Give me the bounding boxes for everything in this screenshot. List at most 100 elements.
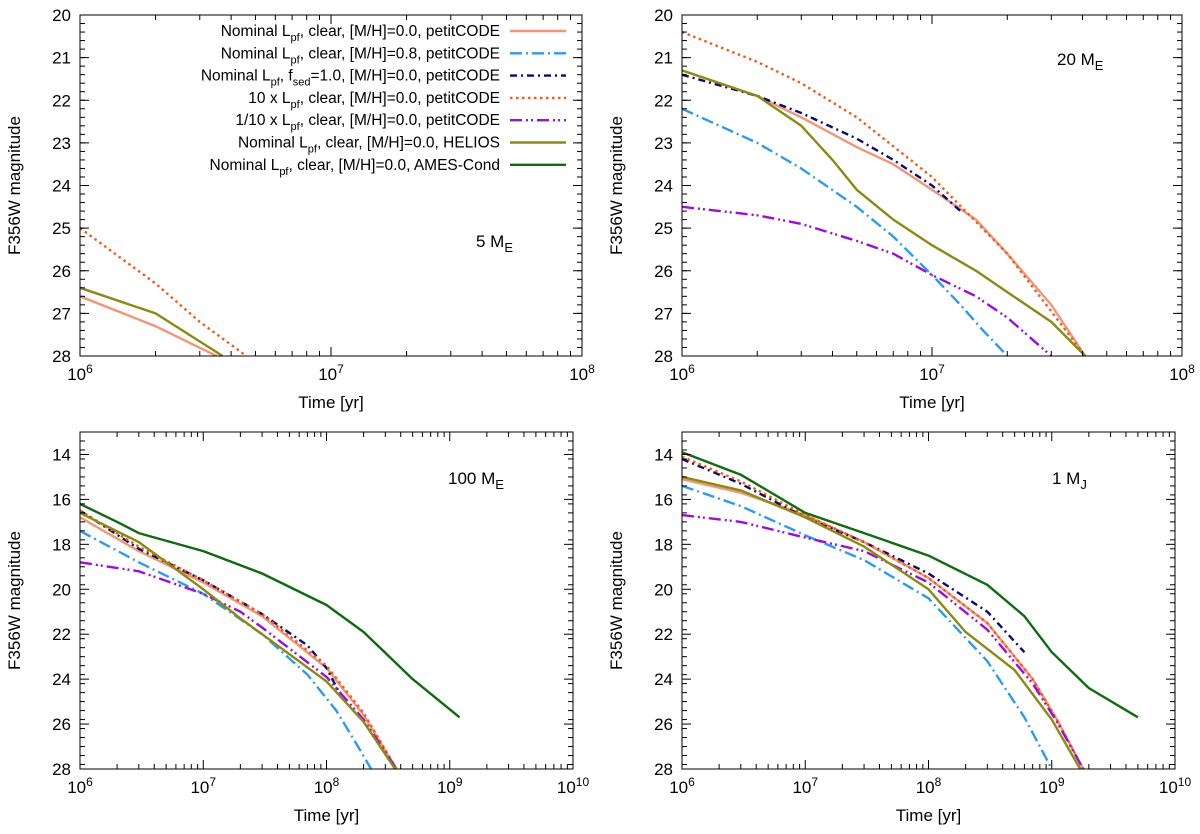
legend-label: Nominal Lpf, fsed=1.0, [M/H]=0.0, petitC…: [201, 68, 500, 89]
series-group: [80, 502, 461, 769]
series-line-ames: [682, 451, 1139, 719]
series-group: [80, 227, 248, 356]
series-group: [682, 30, 1087, 356]
series-line-metal08: [80, 529, 373, 769]
x-tick-label: 1010: [1159, 775, 1192, 797]
series-line-nominal: [80, 295, 218, 356]
x-tick-label: 108: [314, 775, 340, 797]
y-tick-label: 21: [52, 49, 71, 68]
y-tick-label: 25: [654, 219, 673, 238]
mass-annotation: 100 ME: [448, 469, 504, 492]
y-tick-label: 16: [52, 490, 71, 509]
y-tick-label: 26: [654, 262, 673, 281]
series-line-x01: [682, 513, 1085, 769]
series-line-helios: [682, 475, 1082, 769]
x-tick-label: 108: [916, 775, 942, 797]
y-tick-label: 26: [52, 262, 71, 281]
y-tick-label: 28: [654, 760, 673, 779]
legend-label: 1/10 x Lpf, clear, [M/H]=0.0, petitCODE: [235, 112, 500, 133]
x-tick-label: 106: [67, 362, 93, 384]
panel-top-right: 106 107 108 20 21 22 23 24 25 26 27 28 Time [yr] F356…: [607, 6, 1195, 412]
y-tick-label: 24: [654, 670, 673, 689]
series-line-fsed: [682, 73, 962, 212]
y-tick-label: 20: [52, 6, 71, 25]
mass-annotation: 20 ME: [1057, 50, 1104, 73]
series-line-x10: [80, 227, 248, 356]
x-tick-label: 107: [919, 362, 945, 384]
x-tick-label: 106: [669, 362, 695, 384]
legend-label: Nominal Lpf, clear, [M/H]=0.0, petitCODE: [221, 23, 500, 44]
y-axis-label: F356W magnitude: [607, 531, 626, 670]
y-tick-label: 23: [52, 134, 71, 153]
y-tick-label: 20: [654, 6, 673, 25]
y-tick-label: 20: [52, 580, 71, 599]
series-line-x10: [682, 455, 1085, 769]
y-tick-label: 28: [654, 347, 673, 366]
x-tick-label: 108: [1169, 362, 1195, 384]
x-tick-label: 109: [437, 775, 463, 797]
series-line-x01: [80, 561, 398, 769]
series-line-helios: [682, 69, 1087, 356]
series-line-helios: [80, 511, 397, 769]
x-tick-label: 1010: [557, 775, 590, 797]
panel-bottom-right: 106 107 108 109 1010 14 16 18 20 22 24 26 28 Time [yr…: [607, 431, 1192, 825]
x-tick-label: 106: [67, 775, 93, 797]
y-tick-label: 22: [654, 625, 673, 644]
y-tick-label: 27: [654, 304, 673, 323]
x-tick-label: 109: [1039, 775, 1065, 797]
legend-label: Nominal Lpf, clear, [M/H]=0.0, AMES-Cond: [210, 157, 500, 178]
y-tick-label: 20: [654, 580, 673, 599]
mass-annotation: 5 ME: [476, 232, 513, 255]
y-axis-label: F356W magnitude: [5, 116, 24, 255]
y-tick-label: 22: [52, 91, 71, 110]
x-tick-label: 107: [318, 362, 344, 384]
x-axis-label: Time [yr]: [896, 806, 961, 825]
y-tick-label: 27: [52, 304, 71, 323]
plot-frame: [79, 14, 583, 357]
y-tick-label: 18: [654, 535, 673, 554]
y-tick-label: 28: [52, 760, 71, 779]
series-line-helios: [80, 286, 224, 356]
series-line-fsed: [682, 457, 1026, 654]
x-tick-label: 107: [190, 775, 216, 797]
panel-top-left: 106 107 108 20 21 22 23 24 25 26 27 28 Time [yr] F356…: [5, 6, 595, 412]
series-line-fsed: [80, 509, 342, 696]
y-tick-label: 22: [654, 91, 673, 110]
panel-bottom-left: 106 107 108 109 1010 14 16 18 20 22 24 26 28 Time [yr…: [5, 431, 590, 825]
y-axis-label: F356W magnitude: [5, 531, 24, 670]
legend: Nominal Lpf, clear, [M/H]=0.0, petitCODE…: [201, 23, 566, 178]
legend-label: Nominal Lpf, clear, [M/H]=0.0, HELIOS: [238, 135, 500, 156]
mass-annotation: 1 MJ: [1052, 469, 1087, 492]
series-line-nominal: [682, 69, 1087, 356]
y-tick-label: 24: [654, 177, 673, 196]
y-tick-label: 24: [52, 670, 71, 689]
series-line-metal08: [682, 484, 1053, 769]
y-tick-label: 21: [654, 49, 673, 68]
y-tick-label: 18: [52, 535, 71, 554]
legend-label: Nominal Lpf, clear, [M/H]=0.8, petitCODE: [221, 45, 500, 66]
y-tick-label: 14: [52, 445, 71, 464]
x-tick-label: 107: [792, 775, 818, 797]
x-axis-label: Time [yr]: [294, 806, 359, 825]
x-tick-label: 106: [669, 775, 695, 797]
y-axis-label: F356W magnitude: [607, 116, 626, 255]
y-tick-label: 16: [654, 490, 673, 509]
series-line-metal08: [682, 107, 1009, 356]
series-line-ames: [80, 502, 461, 719]
series-line-x01: [682, 205, 1053, 356]
y-tick-label: 22: [52, 625, 71, 644]
x-axis-label: Time [yr]: [899, 393, 964, 412]
y-tick-label: 28: [52, 347, 71, 366]
y-tick-label: 14: [654, 445, 673, 464]
x-tick-label: 108: [569, 362, 595, 384]
y-tick-label: 24: [52, 177, 71, 196]
series-line-x10: [682, 30, 1087, 356]
y-tick-label: 25: [52, 219, 71, 238]
y-tick-label: 26: [654, 715, 673, 734]
x-axis-label: Time [yr]: [298, 393, 363, 412]
y-tick-label: 26: [52, 715, 71, 734]
legend-label: 10 x Lpf, clear, [M/H]=0.0, petitCODE: [248, 90, 500, 111]
series-group: [682, 451, 1139, 769]
y-tick-label: 23: [654, 134, 673, 153]
